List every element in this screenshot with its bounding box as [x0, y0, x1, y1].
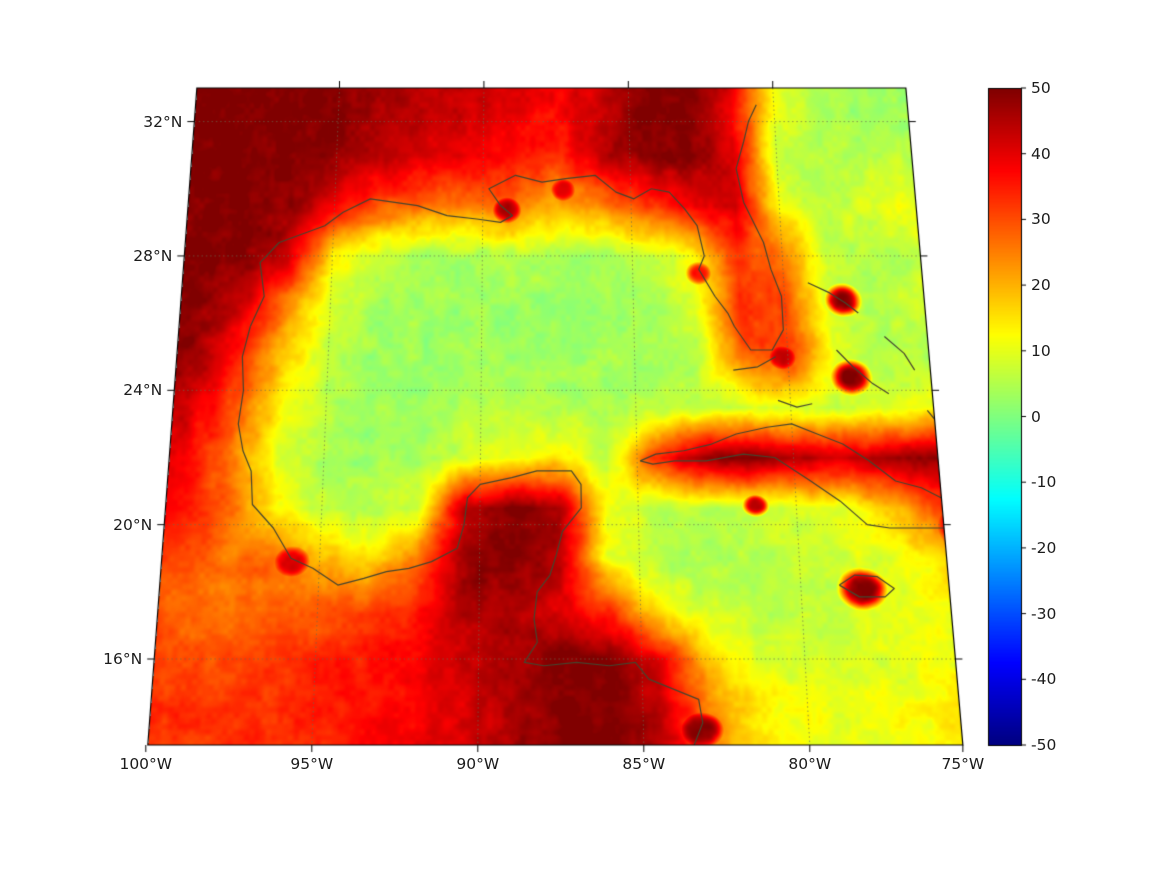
lon-tick-label: 90°W: [456, 755, 500, 773]
colorbar-tick-label: 30: [1031, 210, 1051, 229]
colorbar-tick-label: 50: [1031, 79, 1051, 97]
lat-tick-label: 20°N: [113, 515, 153, 534]
colorbar-tick-label: -40: [1031, 670, 1057, 689]
colorbar-tick-label: 10: [1031, 341, 1051, 360]
lat-tick-label: 16°N: [103, 650, 143, 668]
colorbar-tick-label: -50: [1031, 736, 1057, 754]
lon-tick-label: 75°W: [941, 755, 985, 773]
lat-tick-label: 28°N: [133, 246, 173, 265]
lat-tick-label: 32°N: [143, 112, 183, 131]
colorbar-tick-label: -10: [1031, 473, 1057, 492]
colorbar-tick-label: -30: [1031, 604, 1057, 623]
colorbar-tick-label: -20: [1031, 538, 1057, 557]
lon-tick-label: 100°W: [119, 755, 173, 773]
colorbar-tick-label: 0: [1031, 407, 1041, 426]
lon-tick-label: 80°W: [788, 755, 832, 773]
lon-tick-label: 85°W: [622, 755, 666, 773]
colorbar-tick-label: 20: [1031, 276, 1051, 295]
colorbar-tick-label: 40: [1031, 144, 1051, 163]
lon-tick-label: 95°W: [290, 755, 334, 773]
lat-tick-label: 24°N: [123, 381, 163, 400]
